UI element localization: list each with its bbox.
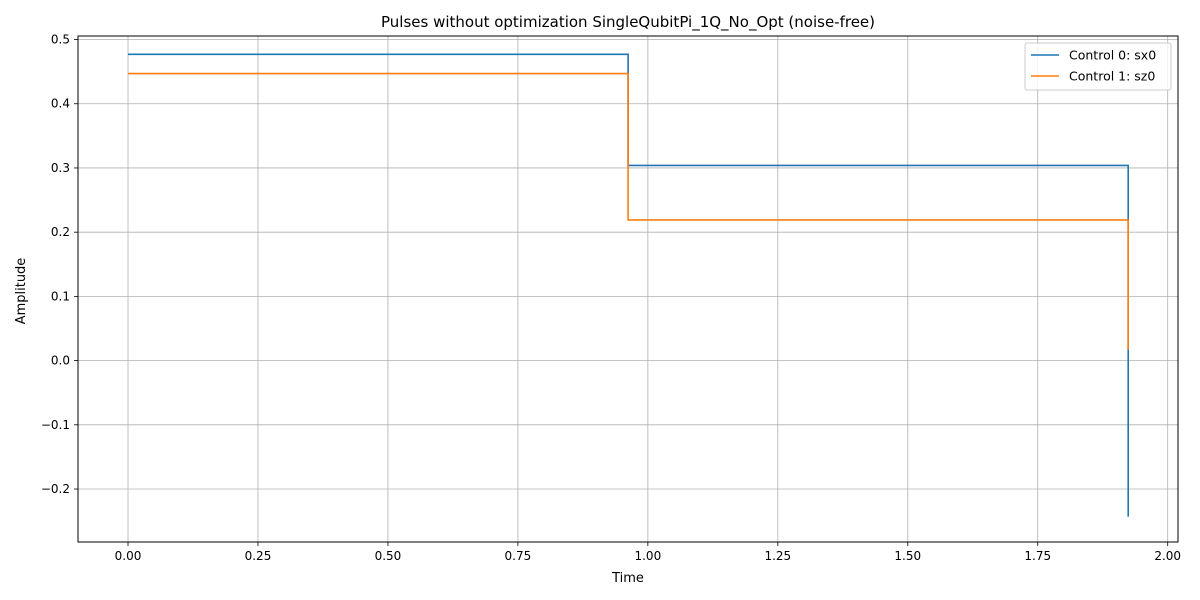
x-tick-label: 1.00 <box>634 549 661 563</box>
x-tick-label: 0.50 <box>375 549 402 563</box>
y-tick-label: 0.0 <box>51 354 70 368</box>
series-line-control-1 <box>128 72 1129 350</box>
legend-box <box>1024 42 1172 91</box>
chart-title: Pulses without optimization SingleQubitP… <box>381 13 875 32</box>
x-tick-label: 1.50 <box>894 549 921 563</box>
axis-ticks: 0.00 0.25 0.50 0.75 1.00 1.25 1.50 1.75 2.00 −0.2… <box>41 33 1181 563</box>
x-tick-label: 1.75 <box>1024 549 1051 563</box>
grid <box>78 36 1178 542</box>
x-axis-label: Time <box>611 571 644 586</box>
y-tick-label: −0.2 <box>41 482 70 496</box>
plot-lines <box>128 53 1129 517</box>
y-tick-label: 0.5 <box>51 33 70 47</box>
legend: Control 0: sx0 Control 1: sz0 <box>1024 42 1172 91</box>
x-tick-label: 0.00 <box>115 549 142 563</box>
x-tick-label: 1.25 <box>764 549 791 563</box>
y-tick-label: 0.2 <box>51 225 70 239</box>
y-tick-label: 0.4 <box>51 97 70 111</box>
y-axis-label: Amplitude <box>14 258 29 325</box>
y-tick-label: 0.3 <box>51 161 70 175</box>
legend-label-control-0: Control 0: sx0 <box>1069 48 1156 63</box>
y-tick-label: 0.1 <box>51 289 70 303</box>
x-tick-label: 2.00 <box>1154 549 1181 563</box>
y-tick-label: −0.1 <box>41 418 70 432</box>
x-tick-label: 0.75 <box>505 549 532 563</box>
x-tick-label: 0.25 <box>245 549 272 563</box>
plot-area-frame <box>77 35 1179 543</box>
legend-label-control-1: Control 1: sz0 <box>1069 69 1155 84</box>
